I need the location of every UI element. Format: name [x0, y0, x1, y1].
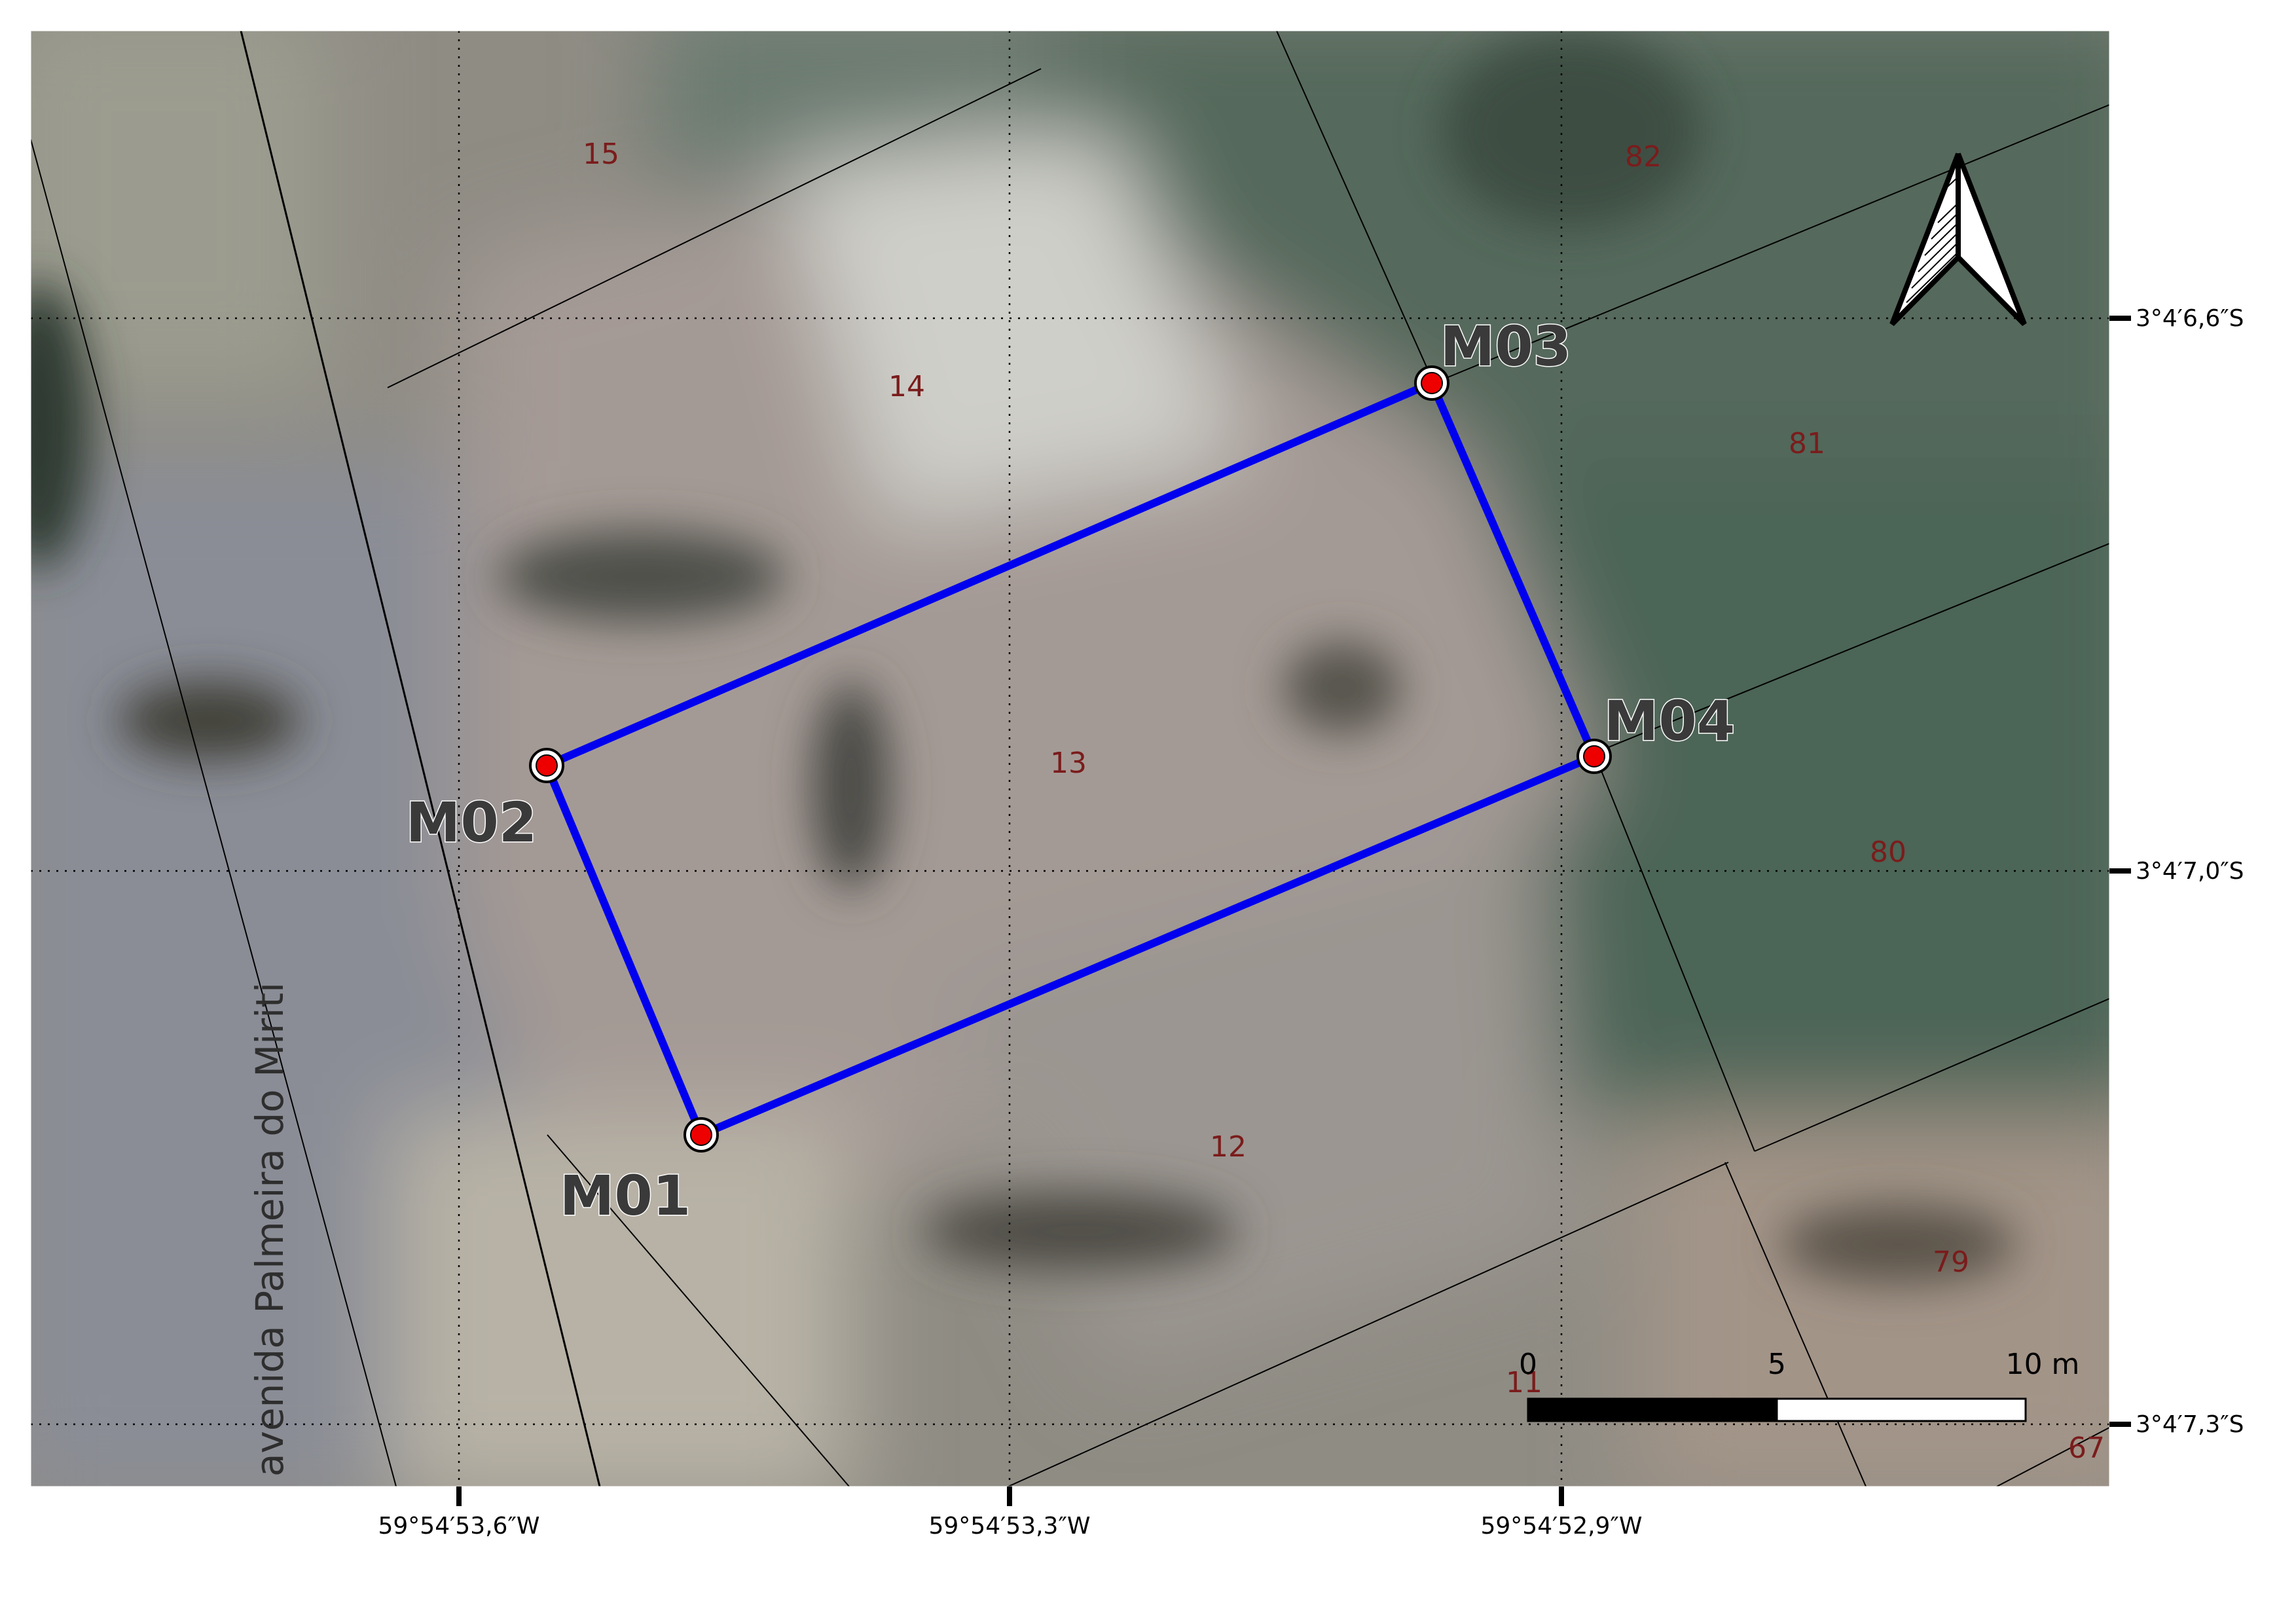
scale-bar: 0 5 10 m	[1519, 1348, 2080, 1422]
marker-label-m01: M01	[560, 1164, 691, 1228]
marker-m01	[683, 1117, 719, 1153]
marker-label-m04: M04	[1604, 689, 1735, 753]
marker-label-m03: M03	[1440, 314, 1571, 378]
lot-number: 82	[1625, 140, 1662, 174]
coordinate-ticks	[456, 316, 2131, 1506]
coordinate-labels: 3°4′6,6″S 3°4′7,0″S 3°4′7,3″S 59°54′53,6…	[378, 305, 2244, 1540]
lot-numbers: 15 14 13 12 11 82 81 80 79 67	[583, 138, 2105, 1465]
street-name: avenida Palmeira do Miriti	[247, 982, 292, 1477]
lot-number: 79	[1933, 1246, 1969, 1279]
marker-m02	[529, 748, 564, 783]
parcel-lines	[31, 31, 2109, 1486]
lat-label: 3°4′6,6″S	[2136, 305, 2244, 332]
lot-number: 80	[1870, 836, 1906, 869]
lot-number: 13	[1050, 747, 1087, 780]
lot-number: 14	[888, 370, 925, 403]
lot-number: 81	[1789, 427, 1825, 460]
north-arrow-icon	[1889, 153, 2027, 326]
lot-number: 15	[583, 138, 619, 171]
scale-label-end: 10 m	[2006, 1348, 2080, 1381]
boundary-markers: M01 M02 M03 M04	[405, 314, 1736, 1229]
marker-label-m02: M02	[406, 790, 537, 855]
lat-label: 3°4′7,0″S	[2136, 858, 2244, 885]
lot-number: 12	[1210, 1130, 1247, 1164]
lon-label: 59°54′53,3″W	[929, 1513, 1091, 1540]
lon-label: 59°54′53,6″W	[378, 1513, 540, 1540]
lot-number: 67	[2068, 1431, 2105, 1465]
marker-m03	[1414, 365, 1449, 401]
map-border	[30, 30, 2110, 1487]
marker-m04	[1576, 739, 1612, 774]
satellite-imagery	[31, 31, 2109, 1486]
lot-number: 11	[1506, 1366, 1542, 1399]
scale-label-zero: 0	[1519, 1348, 1537, 1381]
lat-label: 3°4′7,3″S	[2136, 1411, 2244, 1438]
lon-label: 59°54′52,9″W	[1481, 1513, 1643, 1540]
scale-label-mid: 5	[1768, 1348, 1786, 1381]
graticule	[31, 31, 2109, 1486]
